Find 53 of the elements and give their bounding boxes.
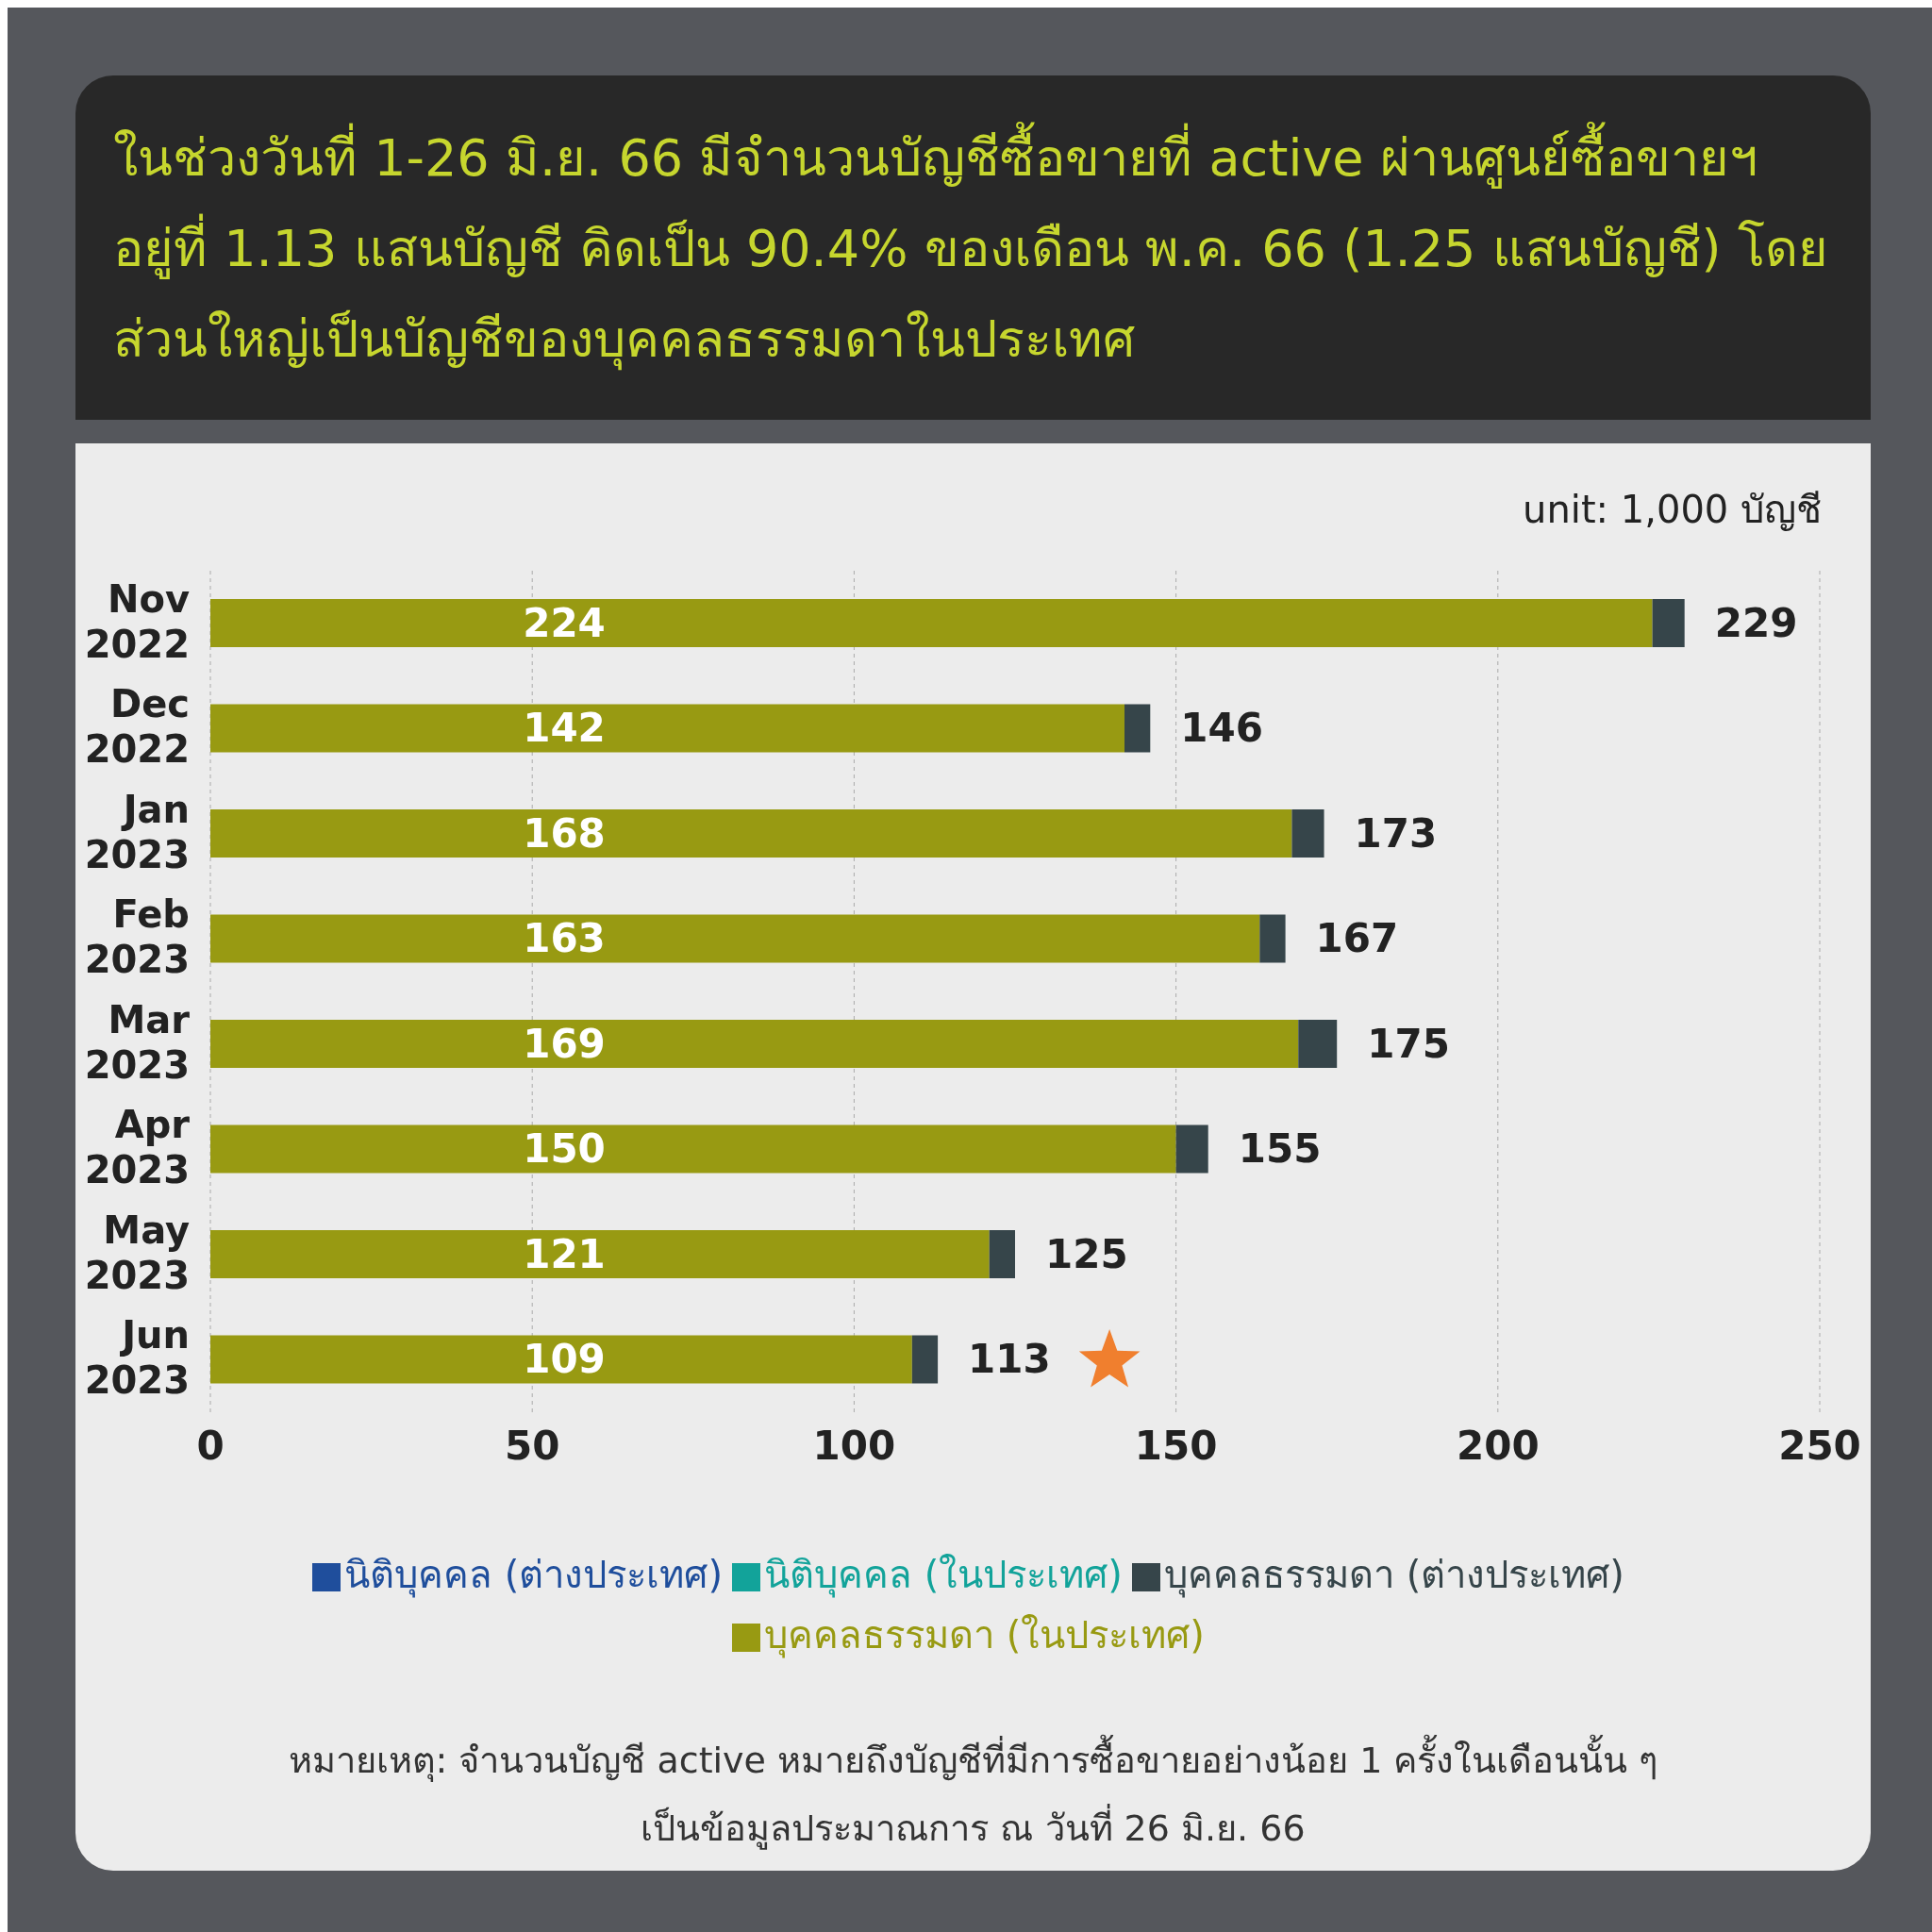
bar (1652, 599, 1685, 648)
y-tick-label: Mar 2023 (84, 997, 191, 1087)
x-tick-label: 250 (1778, 1422, 1861, 1469)
bar (911, 1335, 939, 1384)
x-tick-label: 50 (504, 1422, 560, 1469)
x-tick-label: 0 (196, 1422, 225, 1469)
total-label: 167 (1315, 915, 1399, 962)
total-label: 175 (1367, 1020, 1450, 1067)
y-tick-label: May 2023 (84, 1208, 190, 1297)
text: unit: 1,000 บัญชี (1523, 487, 1822, 533)
x-tick-label: 150 (1134, 1422, 1218, 1469)
data-label: 150 (523, 1125, 606, 1173)
text: หมายเหตุ: จำนวนบัญชี active หมายถึงบัญชีที่มีการซื้อขายอย่างน้อย 1 ครั้งในเดือนนั้น ๆ (287, 1733, 1659, 1784)
data-label: 109 (523, 1336, 606, 1383)
y-tick-label: Nov 2022 (84, 576, 190, 666)
data-label: 142 (523, 705, 606, 752)
total-label: 155 (1238, 1125, 1322, 1173)
total-label: 113 (968, 1336, 1051, 1383)
total-label: 173 (1354, 809, 1438, 857)
bar (1291, 809, 1324, 858)
bar (989, 1230, 1015, 1279)
bar (210, 1020, 1299, 1069)
y-tick-label: Feb 2023 (84, 892, 190, 982)
bar (210, 809, 1292, 858)
data-label: 224 (523, 599, 606, 646)
legend-label: บุคคลธรรมดา (ต่างประเทศ) (1163, 1553, 1624, 1596)
y-tick-label: Apr 2023 (84, 1103, 191, 1192)
bar (210, 1335, 912, 1384)
legend-label: นิติบุคคล (ต่างประเทศ) (344, 1553, 724, 1596)
bar (1175, 1124, 1208, 1174)
y-tick-label: Dec 2022 (84, 682, 190, 772)
text: เป็นข้อมูลประมาณการ ณ วันที่ 26 มิ.ย. 66 (640, 1803, 1307, 1852)
total-label: 125 (1045, 1230, 1128, 1277)
bar (1259, 914, 1286, 963)
data-label: 163 (523, 915, 606, 962)
y-tick-label: Jun 2023 (84, 1313, 190, 1403)
bar (210, 704, 1125, 753)
bar (1124, 704, 1151, 753)
data-label: 169 (523, 1020, 606, 1067)
bar (210, 914, 1260, 963)
data-label: 168 (523, 809, 606, 857)
legend-label: บุคคลธรรมดา (ในประเทศ) (764, 1613, 1205, 1657)
legend-label: นิติบุคคล (ในประเทศ) (764, 1553, 1123, 1596)
bar (1298, 1020, 1338, 1069)
x-tick-label: 200 (1456, 1422, 1540, 1469)
y-tick-label: Jan 2023 (84, 787, 190, 876)
data-label: 121 (523, 1230, 606, 1277)
bar (210, 599, 1653, 648)
bar (210, 1124, 1176, 1174)
total-label: 146 (1180, 705, 1263, 752)
bar (210, 1230, 990, 1279)
x-tick-label: 100 (812, 1422, 896, 1469)
total-label: 229 (1714, 599, 1798, 646)
